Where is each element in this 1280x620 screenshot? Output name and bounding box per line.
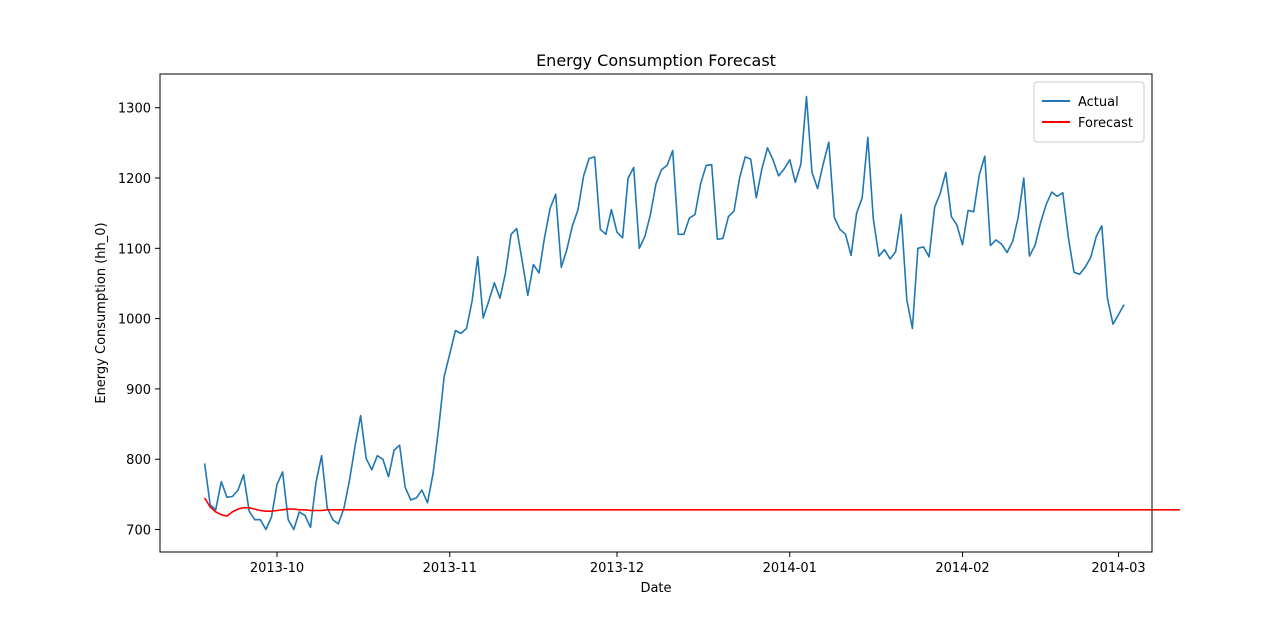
y-tick-label: 900: [126, 383, 151, 398]
legend: Actual Forecast: [1033, 81, 1145, 143]
plot-frame: [159, 73, 1153, 553]
x-axis-label: Date: [640, 581, 671, 596]
chart-title: Energy Consumption Forecast: [536, 51, 776, 70]
series-layer: [203, 95, 1180, 531]
y-axis: 700 800 900 1000 1100 1200 1300: [118, 102, 160, 539]
legend-box: [1033, 81, 1145, 143]
y-tick-label: 1200: [118, 172, 151, 187]
series-line-forecast: [203, 497, 1180, 517]
x-tick-label: 2013-12: [590, 561, 644, 576]
x-tick-label: 2014-02: [935, 561, 989, 576]
y-tick-label: 800: [126, 453, 151, 468]
x-tick-label: 2013-10: [250, 561, 304, 576]
y-tick-label: 700: [126, 524, 151, 539]
y-tick-label: 1100: [118, 242, 151, 257]
x-tick-label: 2013-11: [423, 561, 477, 576]
x-tick-label: 2014-03: [1091, 561, 1145, 576]
legend-label-actual: Actual: [1078, 95, 1119, 110]
x-tick-label: 2014-01: [763, 561, 817, 576]
series-line-actual: [203, 95, 1125, 531]
legend-label-forecast: Forecast: [1078, 116, 1133, 131]
y-tick-label: 1000: [118, 313, 151, 328]
x-axis: 2013-10 2013-11 2013-12 2014-01 2014-02 2014-…: [250, 552, 1146, 576]
y-tick-label: 1300: [118, 102, 151, 117]
y-axis-label: Energy Consumption (hh_0): [94, 222, 109, 403]
